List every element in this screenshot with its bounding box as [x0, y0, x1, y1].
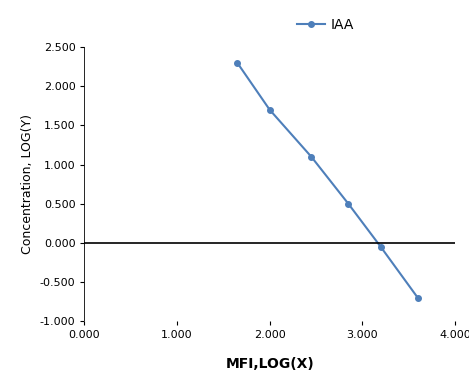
IAA	[234, 60, 240, 65]
X-axis label: MFI,LOG(X): MFI,LOG(X)	[225, 357, 314, 371]
IAA	[378, 245, 384, 249]
IAA	[415, 296, 421, 300]
IAA	[309, 154, 314, 159]
Legend: IAA: IAA	[297, 18, 354, 32]
IAA	[346, 201, 351, 206]
IAA	[267, 107, 272, 112]
Line: IAA: IAA	[234, 60, 421, 301]
Y-axis label: Concentration, LOG(Y): Concentration, LOG(Y)	[21, 114, 34, 254]
